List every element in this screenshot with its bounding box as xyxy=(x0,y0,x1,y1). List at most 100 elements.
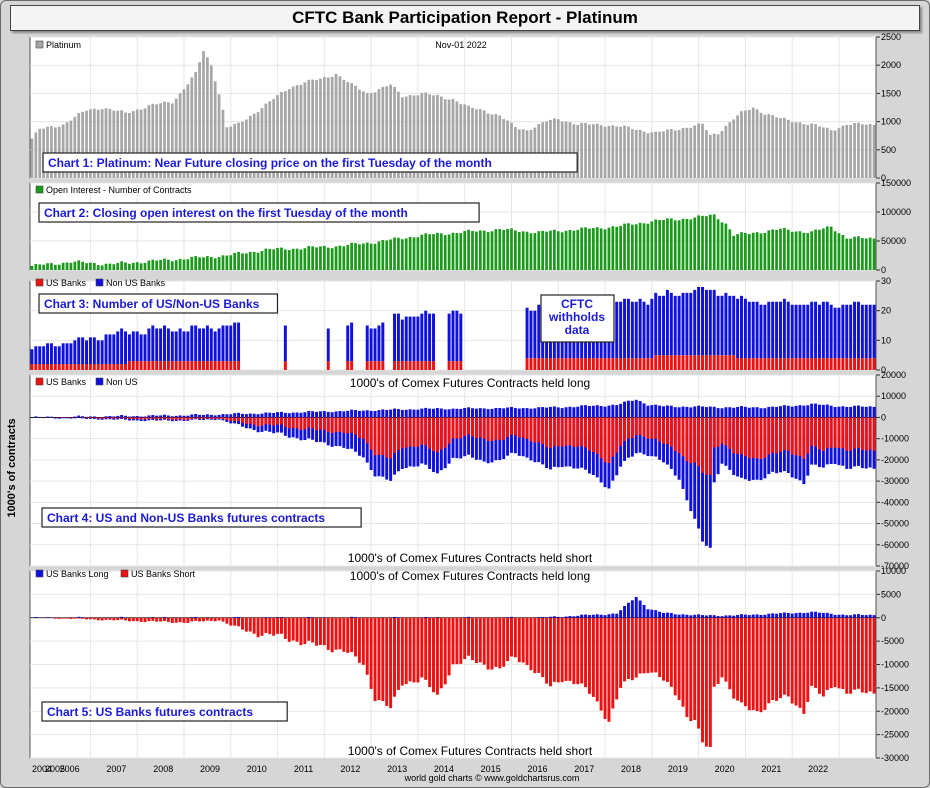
us-long-bar xyxy=(603,615,607,618)
price-bar xyxy=(775,117,778,178)
price-bar xyxy=(128,112,131,178)
nonus-long-bar xyxy=(443,409,447,418)
nonus-long-bar xyxy=(346,410,350,418)
price-bar xyxy=(580,122,584,178)
oi-bar xyxy=(810,231,814,270)
us-short-bar xyxy=(732,617,736,699)
oi-bar xyxy=(69,262,73,270)
price-bar xyxy=(763,114,767,178)
us-short-bar xyxy=(716,417,720,447)
price-bar xyxy=(841,125,845,178)
us-short-bar xyxy=(276,417,280,425)
oi-bar xyxy=(229,255,233,270)
us-short-bar xyxy=(650,617,654,673)
price-bar xyxy=(552,118,556,178)
us-bank-count-bar xyxy=(190,361,194,370)
us-long-bar xyxy=(701,615,704,618)
nonus-long-bar xyxy=(471,408,474,418)
us-short-bar xyxy=(552,617,556,682)
nonus-long-bar xyxy=(268,412,272,418)
chart5-caption-box xyxy=(41,701,288,722)
nonus-long-bar xyxy=(393,408,397,418)
us-short-bar xyxy=(872,617,876,694)
us-short-bar xyxy=(572,617,576,685)
us-long-bar xyxy=(662,613,666,618)
nonus-bank-count-bar xyxy=(205,325,209,362)
nonus-bank-count-bar xyxy=(868,304,872,359)
nonus-short-bar xyxy=(53,417,57,419)
oi-bar xyxy=(194,256,198,270)
us-long-bar xyxy=(194,616,198,618)
us-long-bar xyxy=(556,616,560,618)
us-bank-count-bar xyxy=(46,364,50,370)
us-short-bar xyxy=(416,617,420,683)
us-short-bar xyxy=(299,417,303,430)
oi-bar xyxy=(334,246,338,270)
oi-bar xyxy=(560,232,564,270)
nonus-short-bar xyxy=(85,417,89,419)
us-short-bar xyxy=(342,617,346,652)
nonus-bank-count-bar xyxy=(34,346,38,365)
price-bar xyxy=(81,111,84,178)
us-short-bar xyxy=(564,617,568,681)
us-short-bar xyxy=(677,417,681,454)
oi-bar xyxy=(720,222,724,270)
us-short-bar xyxy=(182,417,186,420)
oi-bar xyxy=(420,234,424,270)
us-long-bar xyxy=(767,613,771,618)
nonus-long-bar xyxy=(385,409,389,418)
price-bar xyxy=(623,125,626,178)
price-bar xyxy=(385,86,389,178)
us-short-bar xyxy=(400,417,404,449)
us-long-bar xyxy=(634,597,638,618)
us-bank-count-bar xyxy=(802,358,806,370)
us-short-bar xyxy=(474,417,478,438)
us-short-bar xyxy=(755,617,759,712)
nonus-bank-count-bar xyxy=(833,307,837,359)
oi-bar xyxy=(853,236,856,270)
nonus-long-bar xyxy=(513,408,517,418)
us-short-bar xyxy=(716,617,720,684)
us-short-bar xyxy=(182,617,186,623)
oi-bar xyxy=(736,234,739,270)
price-bar xyxy=(864,124,868,178)
nonus-long-bar xyxy=(463,407,467,418)
us-bank-count-bar xyxy=(775,358,779,370)
us-long-bar xyxy=(806,612,810,618)
us-long-bar xyxy=(190,617,194,618)
oi-bar xyxy=(790,231,794,270)
nonus-bank-count-bar xyxy=(802,304,806,359)
price-bar xyxy=(837,128,841,178)
us-short-bar xyxy=(724,417,728,446)
nonus-long-bar xyxy=(868,406,872,418)
us-bank-count-bar xyxy=(85,364,89,370)
nonus-short-bar xyxy=(634,417,638,454)
us-short-bar xyxy=(264,417,268,425)
nonus-long-bar xyxy=(81,416,85,418)
nonus-bank-count-bar xyxy=(420,313,424,362)
us-short-bar xyxy=(502,617,506,667)
us-bank-count-bar xyxy=(814,358,818,370)
oi-bar xyxy=(572,230,576,270)
oi-bar xyxy=(642,223,646,270)
y-tick-label: 0 xyxy=(881,365,886,375)
price-bar xyxy=(190,77,194,178)
price-bar xyxy=(46,126,49,178)
oi-bar xyxy=(650,221,654,270)
us-long-bar xyxy=(755,614,759,618)
nonus-bank-count-bar xyxy=(100,340,104,365)
nonus-short-bar xyxy=(350,417,354,449)
nonus-long-bar xyxy=(595,405,599,418)
nonus-short-bar xyxy=(693,417,697,519)
us-short-bar xyxy=(517,417,521,438)
us-bank-count-bar xyxy=(369,361,373,370)
nonus-long-bar xyxy=(548,406,552,418)
nonus-short-bar xyxy=(69,417,73,419)
nonus-short-bar xyxy=(61,417,65,419)
nonus-long-bar xyxy=(810,403,814,418)
us-long-bar xyxy=(732,615,736,618)
nonus-long-bar xyxy=(630,400,634,418)
nonus-long-bar xyxy=(174,415,178,418)
price-bar xyxy=(89,109,92,178)
